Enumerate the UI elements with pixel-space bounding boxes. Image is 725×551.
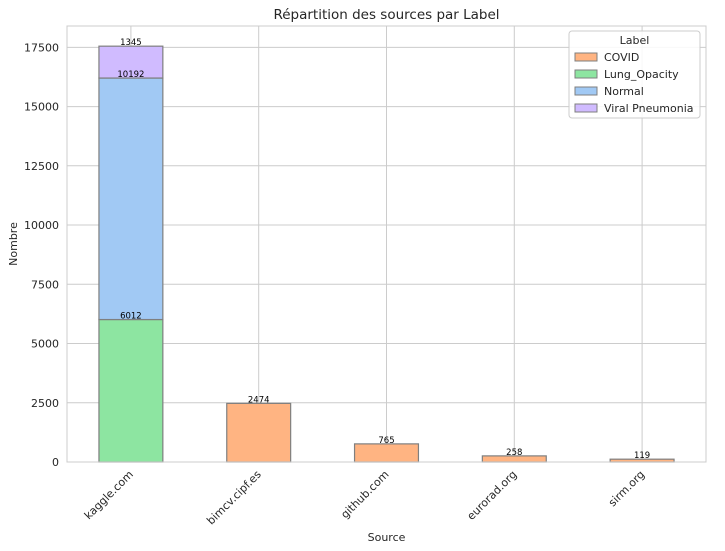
data-label: 258 [506,448,522,458]
y-tick-label: 10000 [24,219,59,232]
x-tick-label: kaggle.com [82,468,136,522]
y-tick-label: 2500 [31,397,59,410]
x-tick-label: github.com [338,468,391,521]
bar-github-com-covid [353,443,420,463]
y-tick-label: 0 [52,456,59,469]
y-tick-label: 17500 [24,41,59,54]
data-label: 1345 [120,38,142,48]
plot-frame [66,25,707,463]
data-label: 6012 [120,312,142,322]
x-tick-label: eurorad.org [465,468,520,523]
bar-kaggle-com-normal [98,77,164,321]
y-tick-label: 15000 [24,101,59,114]
data-label: 10192 [117,70,144,80]
legend-label-covid: COVID [604,51,639,64]
legend-items: COVID Lung_Opacity Normal Viral Pneumonia [574,51,694,115]
x-axis-title: Source [368,531,406,544]
data-labels: 6012 10192 1345 2474 765 258 119 [117,38,650,461]
x-tick-label: bimcv.cipf.es [204,468,264,528]
x-tick-labels: kaggle.com bimcv.cipf.es github.com eurorad… [82,468,647,528]
legend-box [568,30,701,119]
legend-label-lung-opacity: Lung_Opacity [604,68,679,81]
legend-swatch-covid [574,52,598,62]
legend-label-viral-pneumonia: Viral Pneumonia [604,102,694,115]
chart-title: Répartition des sources par Label [273,7,499,23]
legend: Label COVID Lung_Opacity Normal Viral Pneum… [568,30,701,119]
legend-label-normal: Normal [604,85,644,98]
data-label: 119 [634,451,650,461]
bar-kaggle-com-viral-pneumonia [98,45,164,79]
y-tick-label: 12500 [24,160,59,173]
legend-swatch-viral-pneumonia [574,103,598,113]
bar-kaggle-com-lung-opacity [98,318,164,463]
bars [98,45,675,463]
y-tick-label: 7500 [31,278,59,291]
data-label: 2474 [248,395,270,405]
legend-swatch-lung-opacity [574,69,598,79]
y-tick-labels: 0 2500 5000 7500 10000 12500 15000 17500 [24,41,59,469]
y-axis-title: Nombre [7,222,20,266]
x-tick-label: sirm.org [606,468,647,509]
legend-title: Label [620,34,650,47]
data-label: 765 [378,436,394,446]
y-tick-label: 5000 [31,338,59,351]
bar-bimcv-cipf-es-covid [226,402,292,463]
legend-swatch-normal [574,86,598,96]
